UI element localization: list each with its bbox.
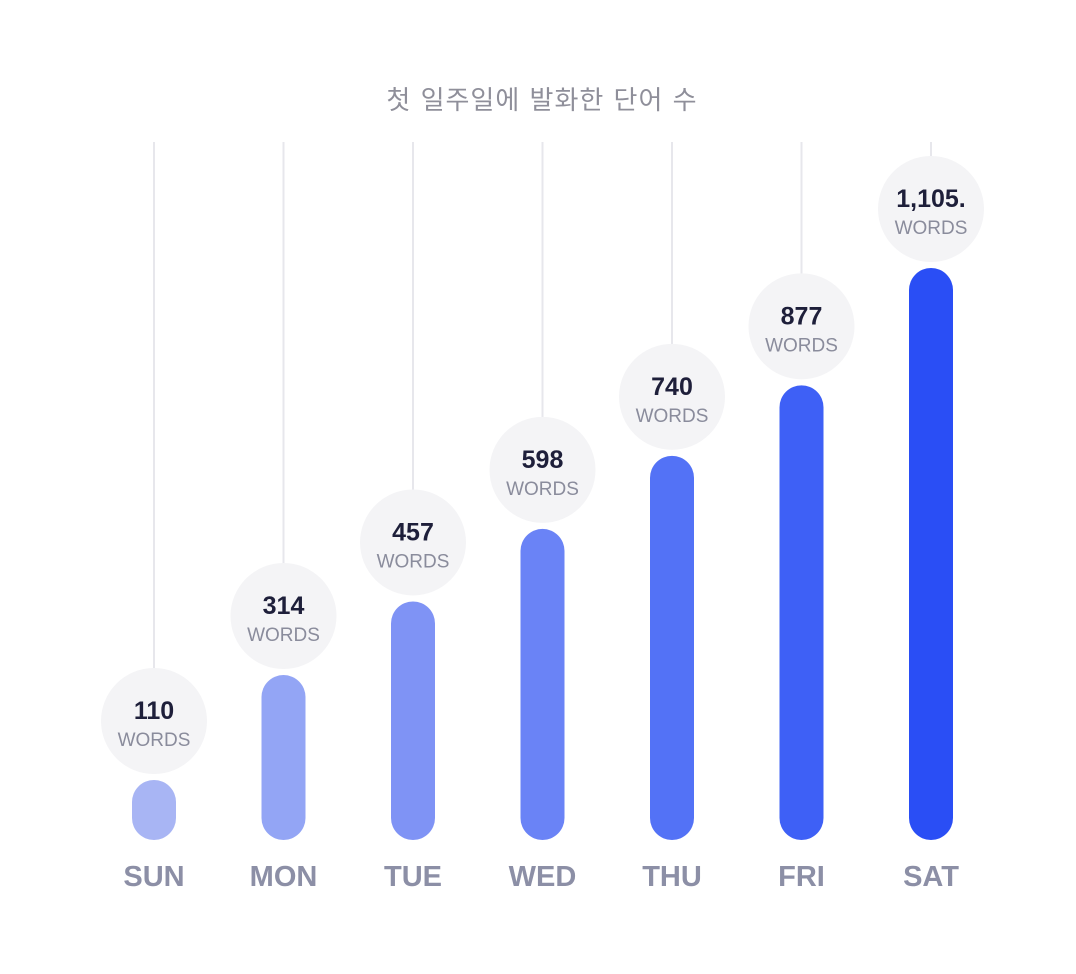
value-bubble-thu: 740 WORDS (619, 343, 725, 450)
day-labels: SUN MON TUE WED THU FRI SAT (123, 861, 959, 893)
bar-mon (261, 675, 306, 840)
bubble-circle (878, 156, 984, 262)
bar-tue (391, 601, 435, 840)
tick-label-wed: WED (509, 861, 577, 893)
data-label: 877 (781, 302, 823, 330)
tick-label-mon: MON (250, 861, 318, 893)
value-bubble-wed: 598 WORDS (489, 416, 596, 523)
bubble-circle (748, 273, 855, 380)
unit-label: WORDS (118, 730, 191, 751)
unit-label: WORDS (506, 479, 579, 500)
bubble-circle (619, 343, 725, 450)
value-bubble-mon: 314 WORDS (230, 563, 337, 670)
unit-label: WORDS (377, 551, 450, 572)
data-label: 457 (392, 518, 434, 546)
tick-label-tue: TUE (384, 861, 442, 893)
tick-label-sat: SAT (903, 861, 959, 893)
bar-fri (779, 385, 824, 840)
data-label: 740 (651, 373, 693, 401)
chart-title: 첫 일주일에 발화한 단어 수 (386, 86, 698, 116)
bar-thu (650, 455, 694, 840)
tick-label-sun: SUN (123, 861, 184, 893)
value-bubble-fri: 877 WORDS (748, 273, 855, 380)
bar-sun (132, 780, 176, 840)
tick-label-fri: FRI (778, 861, 825, 893)
unit-label: WORDS (247, 625, 320, 646)
value-bubble-sat: 1,105. WORDS (878, 156, 984, 262)
data-label: 1,105. (896, 185, 966, 213)
bar-sat (909, 268, 953, 840)
data-label: 110 (134, 697, 174, 725)
data-label: 314 (263, 592, 305, 620)
bar-wed (520, 528, 565, 840)
unit-label: WORDS (895, 218, 968, 239)
value-bubble-tue: 457 WORDS (360, 489, 466, 596)
unit-label: WORDS (636, 406, 709, 427)
unit-label: WORDS (765, 335, 838, 356)
bubble-circle (230, 563, 337, 670)
bubble-circle (360, 489, 466, 596)
bubble-circle (101, 668, 207, 774)
bubble-circle (489, 416, 596, 523)
guide-lines (153, 142, 932, 672)
value-bubbles: 110 WORDS 314 WORDS 457 WORDS 598 WORDS 740 WORDS… (101, 156, 984, 774)
tick-label-thu: THU (642, 861, 702, 893)
bars (132, 268, 953, 840)
data-label: 598 (522, 446, 564, 474)
value-bubble-sun: 110 WORDS (101, 668, 207, 774)
